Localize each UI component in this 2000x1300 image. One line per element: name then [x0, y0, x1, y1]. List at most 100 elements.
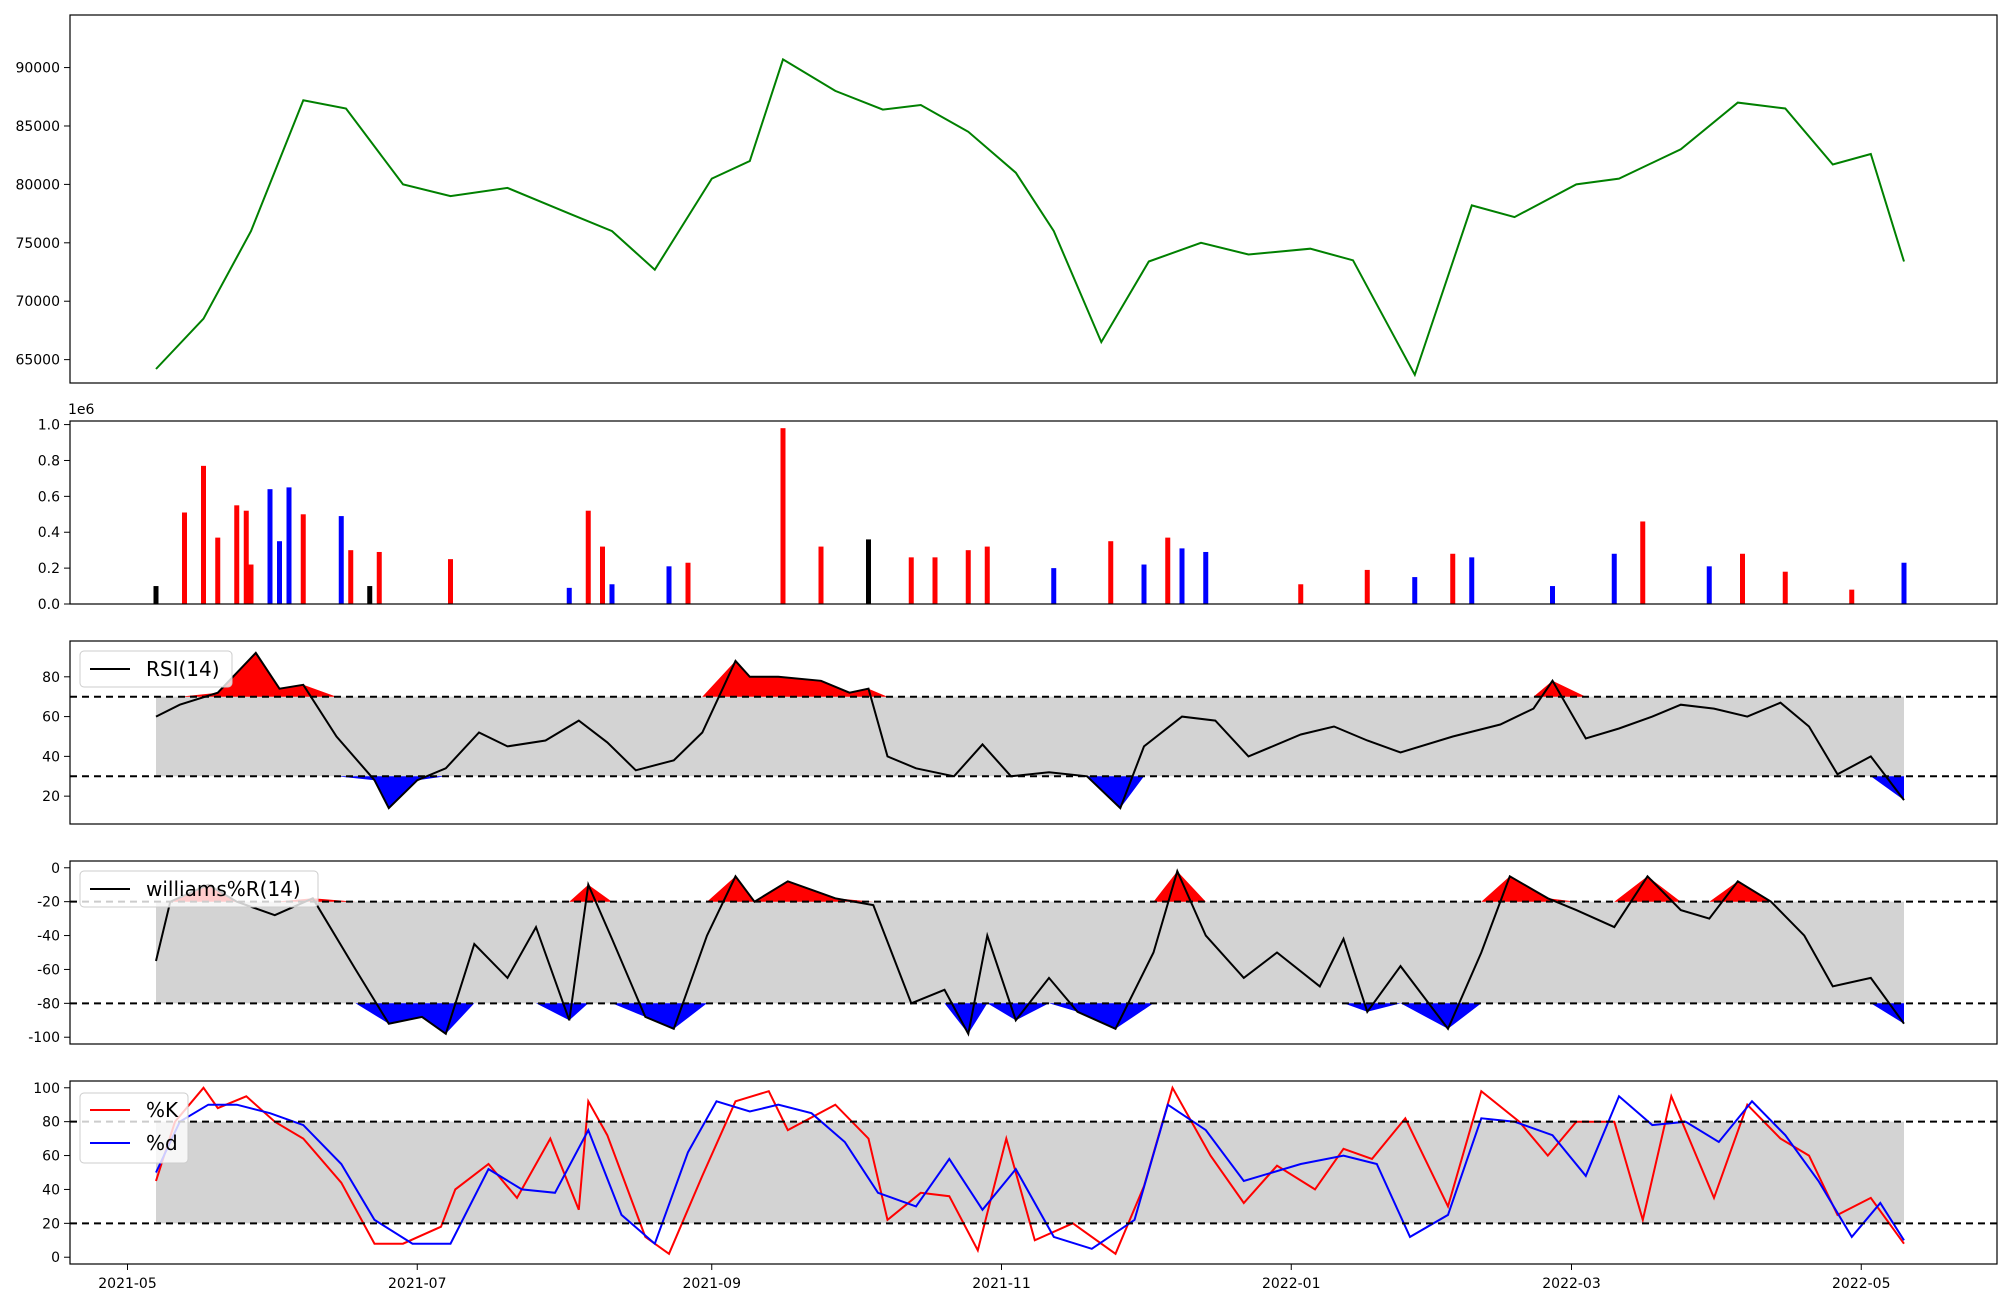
volume-bar — [182, 512, 187, 604]
oversold-fill — [156, 1003, 1904, 1034]
rsi-panel: 20 40 60 80 — [42, 640, 1998, 825]
y-tick-label: 60 — [42, 1149, 60, 1165]
volume-bar — [338, 516, 344, 604]
volume-bar — [376, 551, 382, 604]
volume-bar — [1051, 568, 1057, 604]
y-tick-label: -40 — [37, 929, 60, 945]
williams-legend: williams%R(14) — [79, 870, 319, 908]
volume-bar — [1469, 557, 1475, 604]
oversold-fill — [156, 776, 1904, 809]
y-tick-label: 0.6 — [38, 489, 60, 505]
y-tick-label: -20 — [37, 895, 60, 911]
y-tick-label: 80 — [42, 1115, 60, 1131]
rsi-line — [155, 651, 1905, 810]
volume-bar — [1706, 566, 1712, 604]
volume-bar — [277, 541, 282, 604]
rsi-legend-label: RSI(14) — [146, 657, 220, 681]
price-line — [155, 57, 1905, 378]
volume-bar — [566, 587, 572, 604]
volume-bar — [448, 559, 453, 604]
y-tick-label: 20 — [42, 1216, 60, 1232]
price-panel: 65000 70000 75000 80000 85000 90000 — [15, 14, 1998, 384]
volume-bar — [234, 505, 240, 604]
y-tick-label: 1.0 — [38, 418, 60, 434]
y-tick-label: -80 — [37, 996, 60, 1012]
y-tick-label: -100 — [28, 1030, 60, 1046]
y-tick-label: 0.8 — [38, 453, 60, 469]
volume-bar — [267, 489, 273, 604]
volume-bar — [866, 539, 871, 604]
threshold-band — [156, 696, 1904, 777]
volume-bar — [367, 586, 373, 604]
y-tick-label: 20 — [42, 789, 60, 805]
y-tick-label: 75000 — [15, 236, 60, 252]
y-tick-label: 40 — [42, 749, 60, 765]
y-tick-label: -60 — [37, 962, 60, 978]
volume-bar — [965, 550, 971, 604]
volume-bar — [609, 584, 615, 604]
volume-bar — [348, 550, 354, 604]
volume-panel: 0.0 0.2 0.4 0.6 0.8 1.0 — [38, 418, 1998, 613]
x-tick-label: 2021-09 — [683, 1276, 742, 1292]
rsi-legend: RSI(14) — [79, 650, 233, 688]
y-tick-label: 70000 — [15, 294, 60, 310]
volume-bar — [1108, 541, 1114, 604]
x-tick-label: 2022-05 — [1832, 1276, 1891, 1292]
volume-bar — [984, 546, 990, 604]
x-tick-label: 2022-01 — [1262, 1276, 1321, 1292]
volume-bar — [1640, 521, 1646, 604]
volume-bar — [1611, 553, 1617, 604]
y-tick-label: 80000 — [15, 177, 60, 193]
axes-frame — [69, 860, 1998, 1045]
volume-bar — [286, 487, 292, 604]
y-tick-label: 65000 — [15, 353, 60, 369]
stochastic-legend: %K %d — [79, 1092, 189, 1164]
volume-bar — [1782, 571, 1788, 604]
y-tick-label: 85000 — [15, 119, 60, 135]
threshold-band — [156, 901, 1904, 1004]
volume-bar — [1364, 569, 1370, 604]
volume-bar — [1203, 551, 1209, 604]
y-tick-label: 0.2 — [38, 561, 60, 577]
y-tick-label: 90000 — [15, 61, 60, 77]
axes-frame — [69, 14, 1998, 384]
volume-bar — [1179, 548, 1185, 604]
axes-frame — [69, 420, 1998, 605]
volume-bar — [1740, 553, 1745, 604]
axes-frame — [69, 1080, 1998, 1265]
y-tick-label: 60 — [42, 710, 60, 726]
y-tick-label: 40 — [42, 1182, 60, 1198]
overbought-fill — [156, 652, 1904, 697]
volume-multiplier-label: 1e6 — [68, 402, 95, 418]
threshold-band — [156, 1121, 1904, 1224]
volume-bar — [685, 562, 691, 604]
volume-bar — [585, 510, 591, 604]
volume-bar — [300, 514, 306, 604]
x-tick-label: 2021-05 — [98, 1276, 157, 1292]
volume-bar — [1849, 589, 1855, 604]
volume-bar — [153, 586, 159, 604]
k-legend-label: %K — [146, 1098, 179, 1122]
williams-panel: 0 -20 -40 -60 -80 -100 — [28, 860, 1998, 1046]
y-tick-label: 80 — [42, 670, 60, 686]
williams-line — [155, 868, 1905, 1037]
volume-bar — [818, 546, 824, 604]
volume-bar — [248, 564, 254, 604]
y-tick-label: 0.4 — [38, 525, 60, 541]
y-tick-label: 100 — [33, 1081, 60, 1097]
volume-bar — [600, 546, 605, 604]
volume-bar — [215, 537, 221, 604]
y-tick-label: 0 — [51, 1250, 60, 1266]
volume-bar — [666, 566, 672, 604]
volume-bar — [1165, 537, 1171, 604]
volume-bar — [1450, 553, 1456, 604]
volume-bar — [908, 557, 914, 604]
axes-frame — [69, 640, 1998, 825]
x-tick-label: 2021-11 — [972, 1276, 1031, 1292]
d-line — [155, 1094, 1905, 1250]
y-tick-label: 0 — [51, 861, 60, 877]
volume-bar — [1412, 577, 1418, 604]
volume-bar — [1550, 586, 1555, 604]
volume-bar — [1298, 584, 1304, 604]
y-tick-label: 0.0 — [38, 597, 60, 613]
